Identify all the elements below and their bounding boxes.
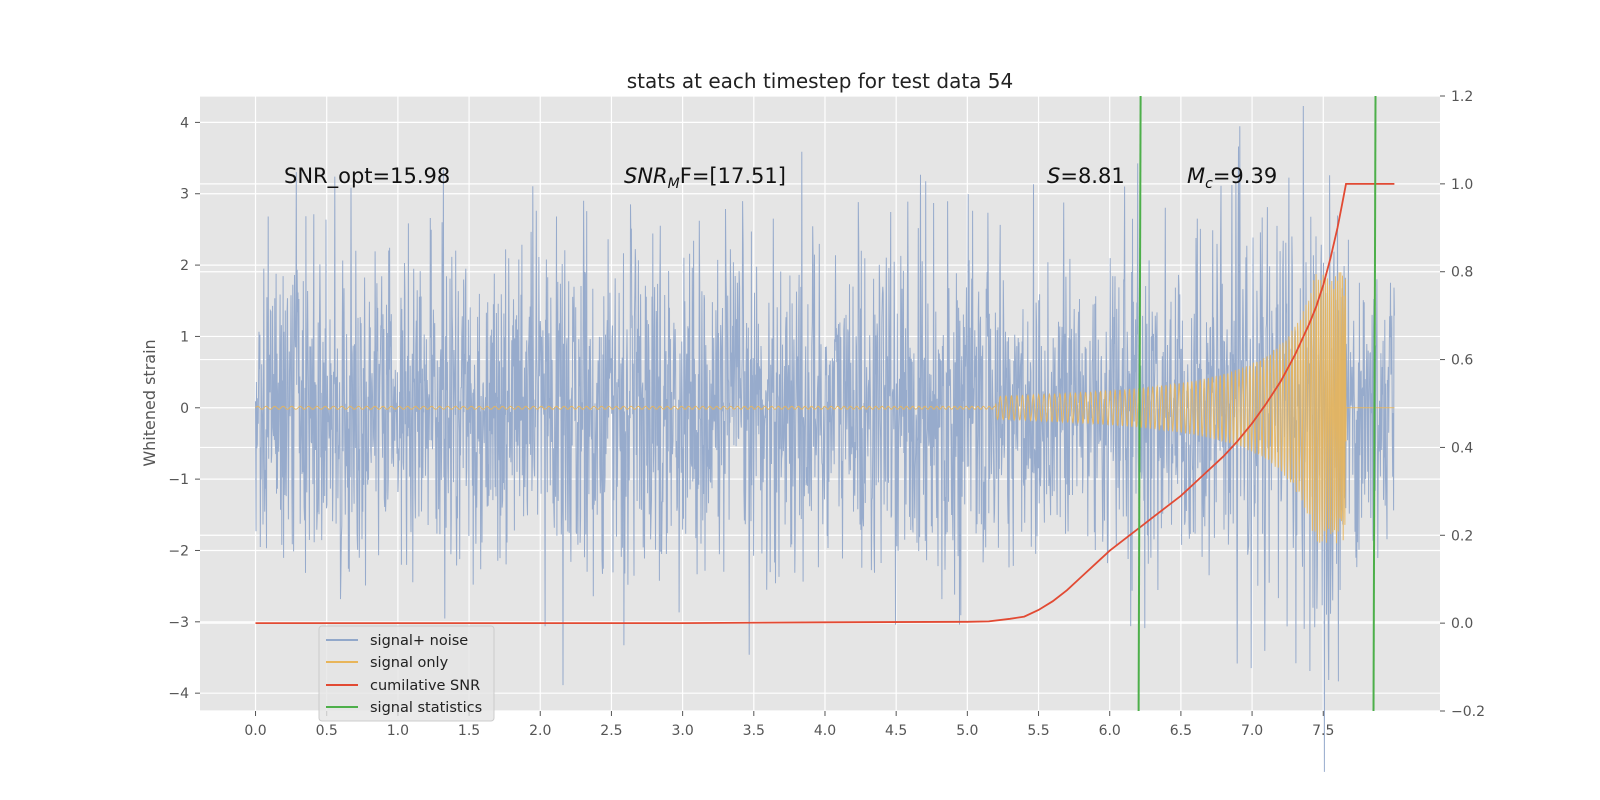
x-tick-label: 4.0 [814,723,836,739]
annotation-mc: Mc=9.39 [1187,164,1277,192]
legend-label-signal-statistics: signal statistics [370,700,482,716]
x-tick-label: 2.5 [600,723,622,739]
mc-subscript: c [1205,176,1213,192]
legend-box [318,625,495,722]
annotation-s: S=8.81 [1047,164,1125,188]
cumulative-snr-line [255,183,1395,624]
x-tick-label: 0.5 [316,723,338,739]
y-tick-label: 4 [180,115,189,131]
snr-mf-value: F=[17.51] [680,164,786,188]
y-tick-label: −2 [168,543,189,559]
signal-statistics-lines [1137,95,1377,712]
x-tick-label: 3.0 [671,723,693,739]
x-tick-label: 7.0 [1241,723,1263,739]
x-tick-label: 1.5 [458,723,480,739]
chart-title: stats at each timestep for test data 54 [627,69,1013,93]
cumulative-snr-series [255,183,1395,624]
signal-statistics-line [1137,95,1142,712]
y2-tick-label: 1.0 [1451,177,1473,193]
y2-tick-label: 0.6 [1451,353,1473,369]
x-tick-label: 6.0 [1099,723,1121,739]
y-tick-label: 3 [180,187,189,203]
legend-label-cumulative-snr: cumilative SNR [370,678,480,694]
mc-value: =9.39 [1213,164,1277,188]
annotation-snr-opt: SNR_opt=15.98 [284,164,450,189]
ticks: 0.0 0.5 1.0 1.5 2.0 2.5 3.0 3.5 4.0 4.5 5.0 5.5 6.0 6… [168,89,1485,739]
y-tick-label: 0 [180,401,189,417]
legend: signal+ noise signal only cumilative SNR… [318,625,495,722]
y-tick-label: −1 [168,472,189,488]
snr-mf-symbol: SNR [624,164,668,188]
y2-tick-label: 0.2 [1451,528,1473,544]
y-axis-label: Whitened strain [140,339,159,466]
x-tick-label: 5.0 [956,723,978,739]
s-symbol: S [1047,164,1060,188]
y2-tick-label: 0.8 [1451,265,1473,281]
x-tick-label: 1.0 [387,723,409,739]
snr-mf-subscript: M [668,176,680,192]
legend-label-signal-only: signal only [370,655,449,671]
x-tick-label: 4.5 [885,723,907,739]
y-tick-label: −3 [168,615,189,631]
x-tick-label: 5.5 [1027,723,1049,739]
y-tick-label: −4 [168,686,189,702]
signal-noise-series [255,105,1395,772]
legend-label-signal-noise: signal+ noise [370,633,468,649]
y2-tick-label: −0.2 [1451,704,1485,720]
x-tick-label: 2.0 [529,723,551,739]
signal-statistics-line [1372,95,1377,712]
y2-tick-label: 0.4 [1451,440,1473,456]
x-tick-label: 7.5 [1312,723,1334,739]
x-tick-label: 6.5 [1170,723,1192,739]
y-tick-label: 2 [180,258,189,274]
x-tick-label: 3.5 [743,723,765,739]
annotation-snr-mf: SNRMF=[17.51] [624,164,786,192]
y2-tick-label: 1.2 [1451,89,1473,105]
s-value: =8.81 [1060,164,1124,188]
signal-only-series [255,272,1395,544]
signal-noise-line [255,105,1395,772]
mc-symbol: M [1187,164,1205,188]
signal-only-line [255,272,1395,544]
x-tick-label: 0.0 [244,723,266,739]
y2-tick-label: 0.0 [1451,616,1473,632]
y-tick-label: 1 [180,329,189,345]
